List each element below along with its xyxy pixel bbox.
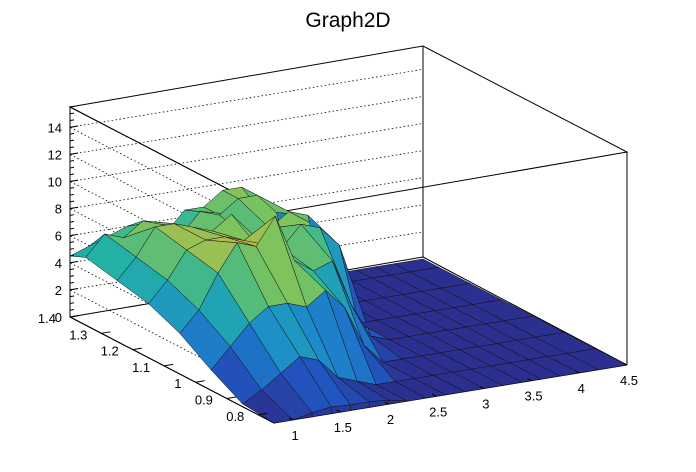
z-tick-label: 0 [55, 310, 62, 325]
z-minor-tick [69, 180, 75, 183]
z-tick-label: 14 [48, 120, 62, 135]
y-tick-mark [195, 380, 205, 383]
z-minor-tick [69, 234, 75, 237]
z-minor-tick [69, 288, 75, 291]
surface-plot [69, 186, 628, 424]
y-tick-mark [258, 412, 268, 416]
z-minor-tick [69, 160, 75, 162]
z-minor-tick [69, 146, 75, 149]
y-tick-label: 1 [174, 376, 181, 391]
z-tick-label: 12 [48, 147, 62, 162]
surface-skirt [388, 399, 408, 405]
z-minor-tick [69, 220, 75, 223]
x-tick-mark [479, 386, 485, 389]
x-tick-label: 1.5 [334, 420, 352, 435]
z-minor-tick [69, 254, 75, 257]
z-minor-tick [69, 248, 75, 250]
x-tick-mark [336, 409, 342, 413]
z-minor-tick [69, 173, 75, 176]
z-minor-tick [69, 227, 75, 230]
z-minor-tick [69, 275, 75, 277]
y-tick-label: 1.1 [132, 360, 150, 375]
z-minor-tick [69, 241, 75, 243]
x-tick-mark [288, 417, 294, 421]
z-minor-tick [69, 166, 75, 169]
y-tick-label: 0.9 [195, 393, 213, 408]
z-minor-tick [69, 105, 75, 108]
x-tick-mark [527, 378, 532, 382]
right-floor-edge [422, 256, 628, 366]
z-minor-tick [69, 132, 75, 135]
z-minor-tick [69, 261, 75, 264]
z-minor-tick [69, 153, 75, 155]
z-minor-tick [69, 309, 75, 311]
x-tick-label: 1 [291, 428, 298, 443]
z-minor-tick [69, 112, 75, 115]
y-tick-label: 1.3 [69, 327, 87, 342]
y-tick-label: 1.2 [101, 344, 119, 359]
z-minor-tick [69, 126, 75, 128]
x-tick-label: 2 [387, 412, 394, 427]
z-minor-tick [69, 268, 75, 271]
z-minor-tick [69, 200, 75, 203]
y-tick-mark [132, 347, 142, 351]
top-frame [68, 45, 629, 214]
z-minor-tick [69, 207, 75, 210]
z-minor-tick [69, 214, 75, 216]
x-tick-mark [622, 362, 628, 366]
y-tick-label: 1.4 [38, 311, 56, 326]
x-axis: 1 1.5 2 2.5 3 3.5 4 4.5 [288, 362, 638, 443]
surface-cell [566, 348, 628, 370]
x-tick-label: 3.5 [525, 389, 543, 404]
x-tick-label: 4.5 [620, 373, 638, 388]
x-tick-mark [575, 370, 580, 374]
x-tick-mark [384, 401, 389, 405]
z-minor-tick [69, 295, 75, 298]
y-tick-mark [226, 396, 237, 400]
x-tick-mark [431, 393, 437, 397]
z-minor-tick [69, 187, 75, 189]
z-tick-label: 4 [55, 256, 62, 271]
y-tick-mark [69, 315, 80, 318]
x-tick-label: 2.5 [429, 404, 447, 419]
z-minor-tick [69, 302, 75, 304]
z-minor-tick [69, 139, 75, 142]
z-minor-tick [69, 281, 75, 284]
z-tick-label: 6 [55, 229, 62, 244]
y-tick-mark [164, 363, 174, 367]
z-tick-label: 8 [55, 202, 62, 217]
z-minor-tick [69, 119, 75, 122]
x-tick-label: 3 [482, 397, 489, 412]
z-grid-line [68, 68, 424, 234]
y-axis: 0.8 0.9 1 1.1 1.2 1.3 1.4 [38, 311, 268, 424]
z-tick-label: 10 [48, 175, 62, 190]
z-tick-label: 2 [55, 283, 62, 298]
chart-title: Graph2D [305, 9, 390, 32]
y-tick-label: 0.8 [226, 409, 244, 424]
front-floor-edge [69, 316, 275, 424]
z-axis: 0 2 4 6 8 10 12 14 [48, 105, 79, 325]
y-tick-mark [101, 331, 111, 334]
x-tick-label: 4 [578, 381, 585, 396]
z-minor-tick [69, 193, 75, 196]
